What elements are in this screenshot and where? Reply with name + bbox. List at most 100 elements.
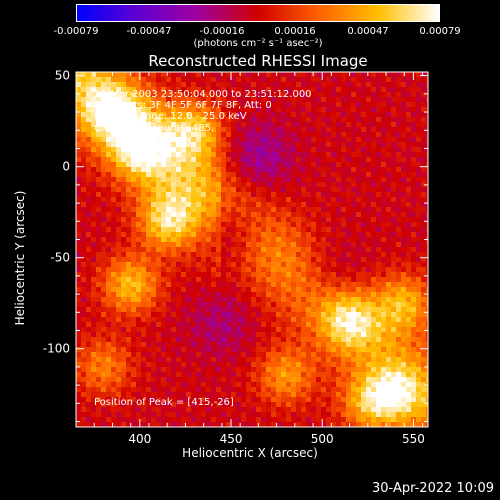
heatmap-cell bbox=[426, 112, 429, 118]
heatmap-cell bbox=[331, 307, 337, 313]
heatmap-cell bbox=[226, 227, 232, 233]
heatmap-cell bbox=[156, 102, 162, 108]
heatmap-cell bbox=[241, 72, 247, 78]
heatmap-cell bbox=[316, 102, 322, 108]
heatmap-cell bbox=[126, 262, 132, 268]
heatmap-cell bbox=[321, 377, 327, 383]
heatmap-cell bbox=[246, 332, 252, 338]
heatmap-cell bbox=[106, 182, 112, 188]
heatmap-cell bbox=[91, 207, 97, 213]
heatmap-cell bbox=[341, 117, 347, 123]
heatmap-cell bbox=[286, 307, 292, 313]
heatmap-cell bbox=[376, 107, 382, 113]
heatmap-cell bbox=[336, 232, 342, 238]
heatmap-cell bbox=[111, 102, 117, 108]
heatmap-cell bbox=[346, 302, 352, 308]
heatmap-cell bbox=[161, 302, 167, 308]
heatmap-cell bbox=[231, 72, 237, 78]
heatmap-cell bbox=[176, 107, 182, 113]
heatmap-cell bbox=[326, 217, 332, 223]
heatmap-cell bbox=[106, 167, 112, 173]
heatmap-cell bbox=[301, 342, 307, 348]
heatmap-cell bbox=[306, 267, 312, 273]
heatmap-cell bbox=[256, 352, 262, 358]
heatmap-cell bbox=[76, 387, 82, 393]
heatmap-cell bbox=[76, 117, 82, 123]
heatmap-cell bbox=[246, 392, 252, 398]
heatmap-cell bbox=[101, 212, 107, 218]
heatmap-cell bbox=[236, 362, 242, 368]
heatmap-cell bbox=[281, 242, 287, 248]
heatmap-cell bbox=[151, 137, 157, 143]
heatmap-cell bbox=[231, 172, 237, 178]
heatmap-cell bbox=[266, 92, 272, 98]
heatmap-cell bbox=[101, 322, 107, 328]
heatmap-cell bbox=[176, 157, 182, 163]
heatmap-cell bbox=[171, 72, 177, 78]
heatmap-cell bbox=[116, 202, 122, 208]
heatmap-cell bbox=[211, 82, 217, 88]
heatmap-cell bbox=[211, 382, 217, 388]
heatmap-cell bbox=[156, 177, 162, 183]
heatmap-cell bbox=[251, 382, 257, 388]
heatmap-cell bbox=[111, 247, 117, 253]
heatmap-cell bbox=[111, 97, 117, 103]
heatmap-cell bbox=[301, 392, 307, 398]
heatmap-cell bbox=[251, 167, 257, 173]
heatmap-cell bbox=[336, 237, 342, 243]
heatmap-cell bbox=[386, 317, 392, 323]
heatmap-cell bbox=[211, 357, 217, 363]
heatmap-cell bbox=[406, 297, 412, 303]
heatmap-cell bbox=[76, 217, 82, 223]
heatmap-cell bbox=[101, 407, 107, 413]
heatmap-cell bbox=[81, 152, 87, 158]
heatmap-cell bbox=[191, 292, 197, 298]
heatmap-cell bbox=[296, 132, 302, 138]
heatmap-cell bbox=[166, 212, 172, 218]
heatmap-cell bbox=[311, 222, 317, 228]
heatmap-cell bbox=[411, 302, 417, 308]
heatmap-cell bbox=[121, 312, 127, 318]
heatmap-cell bbox=[331, 97, 337, 103]
heatmap-cell bbox=[346, 342, 352, 348]
heatmap-cell bbox=[261, 257, 267, 263]
heatmap-cell bbox=[131, 122, 137, 128]
heatmap-cell bbox=[141, 302, 147, 308]
heatmap-cell bbox=[296, 417, 302, 423]
heatmap-cell bbox=[211, 172, 217, 178]
heatmap-cell bbox=[381, 132, 387, 138]
heatmap-cell bbox=[176, 227, 182, 233]
heatmap-cell bbox=[301, 197, 307, 203]
heatmap-cell bbox=[416, 132, 422, 138]
heatmap-cell bbox=[96, 132, 102, 138]
heatmap-cell bbox=[321, 332, 327, 338]
heatmap-cell bbox=[111, 252, 117, 258]
heatmap-cell bbox=[316, 152, 322, 158]
heatmap-cell bbox=[101, 122, 107, 128]
heatmap-cell bbox=[196, 267, 202, 273]
heatmap-cell bbox=[296, 347, 302, 353]
heatmap-cell bbox=[131, 197, 137, 203]
heatmap-cell bbox=[321, 272, 327, 278]
heatmap-cell bbox=[361, 387, 367, 393]
heatmap-cell bbox=[291, 267, 297, 273]
heatmap-cell bbox=[96, 332, 102, 338]
heatmap-cell bbox=[131, 262, 137, 268]
heatmap-cell bbox=[366, 372, 372, 378]
heatmap-cell bbox=[166, 282, 172, 288]
heatmap-cell bbox=[411, 362, 417, 368]
heatmap-cell bbox=[226, 217, 232, 223]
heatmap-cell bbox=[211, 347, 217, 353]
heatmap-cell bbox=[136, 132, 142, 138]
heatmap-cell bbox=[176, 387, 182, 393]
heatmap-cell bbox=[271, 407, 277, 413]
heatmap-cell bbox=[171, 302, 177, 308]
heatmap-cell bbox=[131, 362, 137, 368]
heatmap-cell bbox=[401, 222, 407, 228]
heatmap-cell bbox=[241, 182, 247, 188]
heatmap-cell bbox=[146, 397, 152, 403]
heatmap-cell bbox=[336, 257, 342, 263]
heatmap-cell bbox=[391, 322, 397, 328]
heatmap-cell bbox=[201, 342, 207, 348]
heatmap-cell bbox=[311, 387, 317, 393]
